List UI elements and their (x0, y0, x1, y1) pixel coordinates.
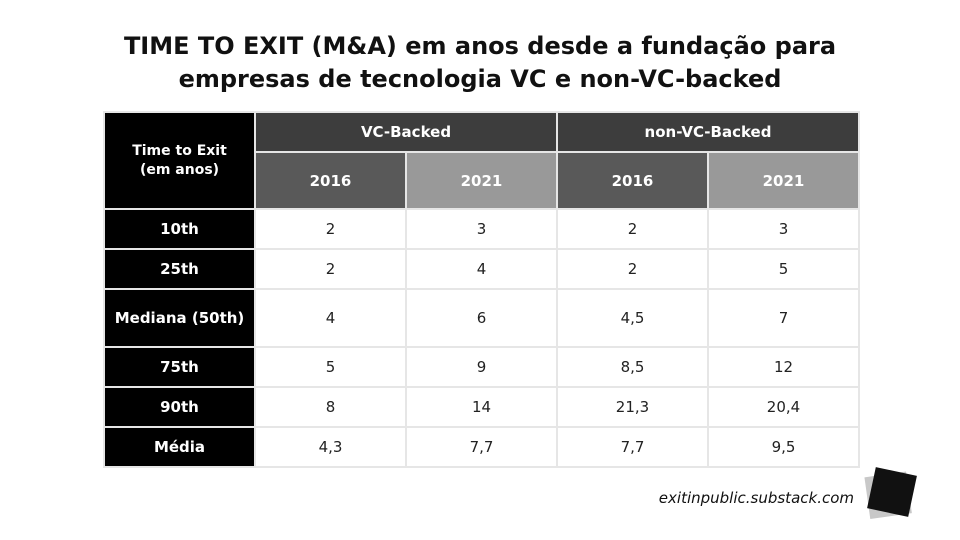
table-cell: 14 (405, 386, 558, 428)
table-row: 25th 2 4 2 5 (103, 248, 861, 290)
table-cell: 9 (405, 346, 558, 388)
table-cell: 9,5 (706, 426, 861, 468)
group-header-non-vc-backed: non-VC-Backed (555, 111, 861, 153)
header-row-groups: Time to Exit (em anos) VC-Backed non-VC-B… (103, 111, 861, 210)
table-cell: 4,5 (556, 288, 709, 348)
table-cell: 8,5 (556, 346, 709, 388)
table-cell: 3 (706, 208, 861, 250)
row-label: Média (103, 426, 256, 468)
table-cell: 2 (556, 248, 709, 290)
table-cell: 5 (706, 248, 861, 290)
corner-header-label: Time to Exit (em anos) (105, 142, 254, 180)
table-cell: 6 (405, 288, 558, 348)
table-cell: 2 (254, 208, 407, 250)
page-title: TIME TO EXIT (M&A) em anos desde a funda… (0, 30, 960, 96)
row-label: 10th (103, 208, 256, 250)
table-row: 90th 8 14 21,3 20,4 (103, 386, 861, 428)
table-cell: 7,7 (405, 426, 558, 468)
title-line-1: TIME TO EXIT (M&A) em anos desde a funda… (123, 32, 837, 60)
row-label: Mediana (50th) (103, 288, 256, 348)
table-cell: 7,7 (556, 426, 709, 468)
logo-front-square (867, 467, 917, 517)
table-row: 75th 5 9 8,5 12 (103, 346, 861, 388)
table-cell: 4,3 (254, 426, 407, 468)
year-header: 2016 (254, 151, 407, 210)
year-header: 2016 (556, 151, 709, 210)
group-header-vc-backed: VC-Backed (254, 111, 558, 153)
footer-url[interactable]: exitinpublic.substack.com (658, 489, 854, 507)
table-cell: 2 (254, 248, 407, 290)
table-cell: 5 (254, 346, 407, 388)
table-row: Mediana (50th) 4 6 4,5 7 (103, 288, 861, 348)
corner-header-line: Time to Exit (132, 142, 227, 159)
table-cell: 3 (405, 208, 558, 250)
year-header: 2021 (706, 151, 861, 210)
time-to-exit-table: Time to Exit (em anos) VC-Backed non-VC-B… (103, 111, 861, 468)
table-cell: 20,4 (706, 386, 861, 428)
table-cell: 4 (254, 288, 407, 348)
corner-header-line: (em anos) (139, 161, 220, 178)
corner-header: Time to Exit (em anos) (103, 111, 256, 210)
table-cell: 12 (706, 346, 861, 388)
row-label: 25th (103, 248, 256, 290)
table-cell: 7 (706, 288, 861, 348)
row-label: 90th (103, 386, 256, 428)
title-line-2: empresas de tecnologia VC e non-VC-backe… (178, 65, 782, 93)
row-label: 75th (103, 346, 256, 388)
table-cell: 21,3 (556, 386, 709, 428)
table-cell: 2 (556, 208, 709, 250)
table-cell: 4 (405, 248, 558, 290)
tilted-square-logo-icon (864, 467, 917, 519)
year-header: 2021 (405, 151, 558, 210)
header-row-years: 2016 2021 2016 2021 (104, 151, 861, 210)
table-cell: 8 (254, 386, 407, 428)
table-row: 10th 2 3 2 3 (103, 208, 861, 250)
table-row: Média 4,3 7,7 7,7 9,5 (103, 426, 861, 468)
